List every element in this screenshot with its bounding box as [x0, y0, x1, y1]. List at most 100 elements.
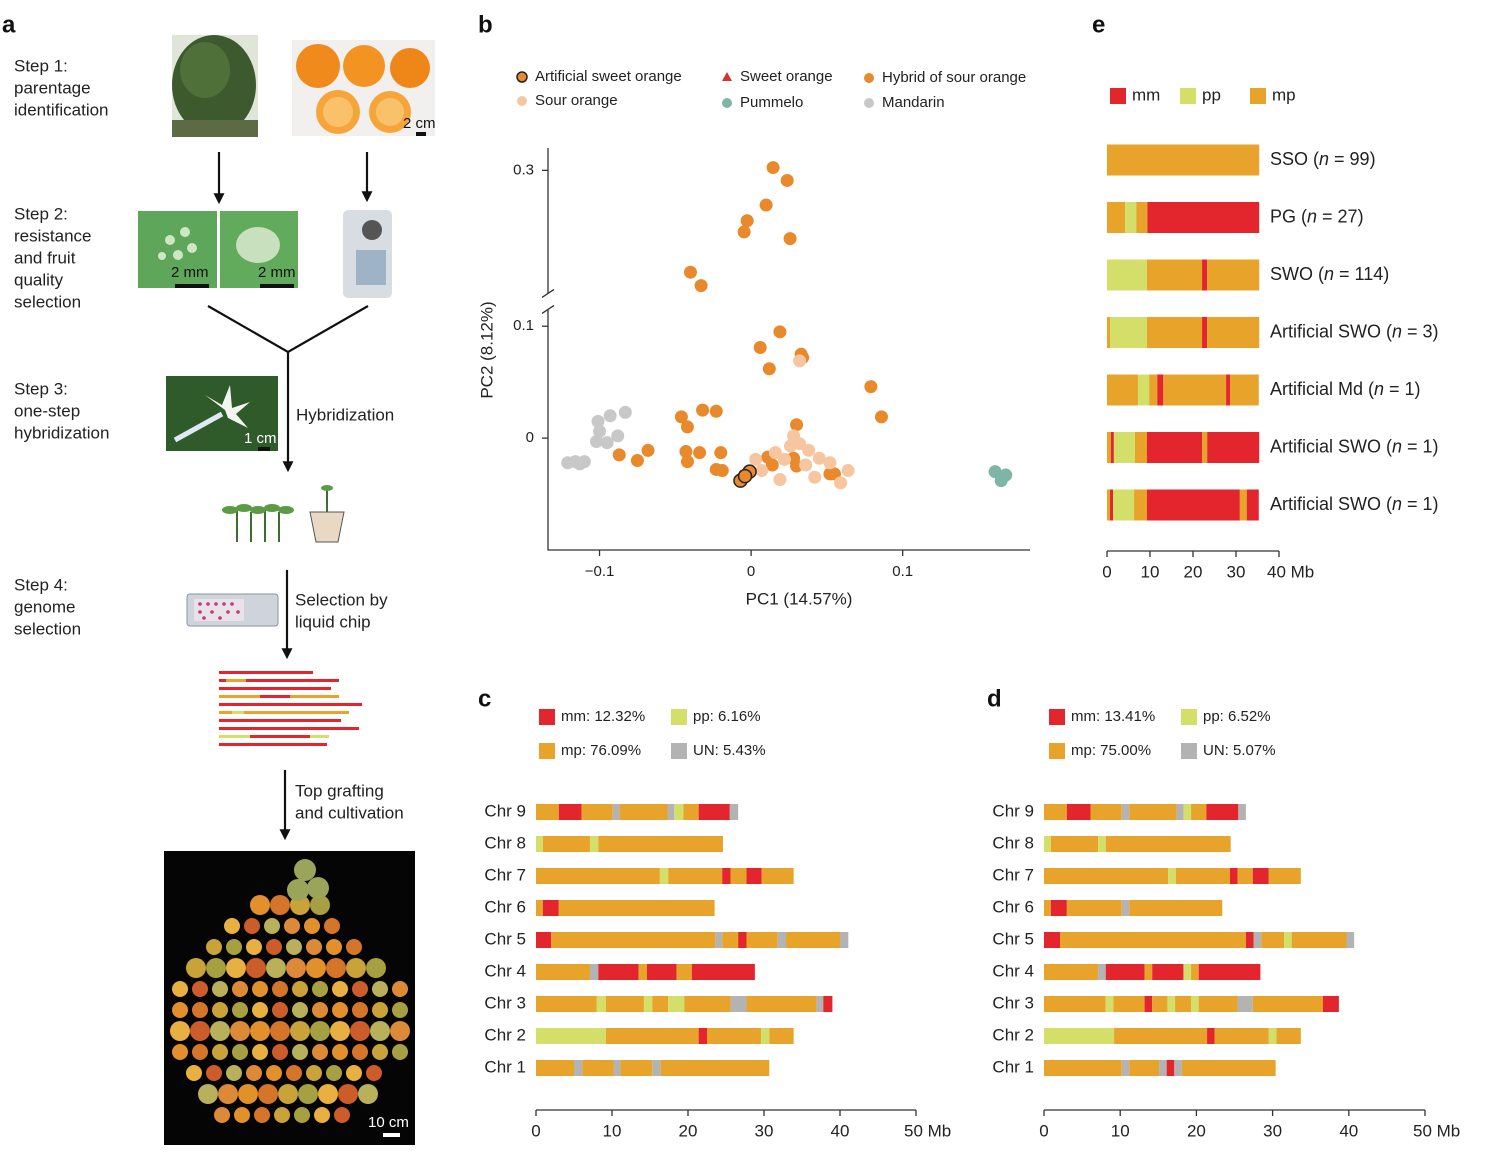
segment	[1238, 804, 1246, 820]
segment	[558, 900, 715, 916]
segment	[536, 964, 590, 980]
segment	[536, 996, 597, 1012]
segment	[646, 964, 677, 980]
fruit	[212, 1044, 228, 1060]
legend-swatch	[1181, 709, 1197, 725]
label-part: n	[1392, 321, 1402, 341]
legend-marker	[864, 98, 874, 108]
segment	[1167, 996, 1176, 1012]
row-label: Artificial SWO (n = 1)	[1270, 436, 1439, 456]
scatter-point	[777, 452, 791, 466]
segment	[1044, 1028, 1115, 1044]
panel-letter: a	[2, 11, 16, 38]
scatter-point	[611, 429, 625, 443]
scatter-point	[766, 161, 780, 175]
segment	[1229, 374, 1259, 406]
legend-swatch	[671, 709, 687, 725]
scatter-point	[799, 458, 813, 472]
arrow-label: Top grafting	[295, 781, 384, 800]
y-axis-label: PC2 (8.12%)	[477, 301, 496, 398]
fruit	[290, 1021, 310, 1041]
segment	[698, 804, 730, 820]
segment	[1134, 432, 1147, 463]
label-part: n	[1392, 436, 1402, 456]
segment	[1183, 964, 1192, 980]
step-text: hybridization	[14, 423, 109, 442]
x-tick-label: 20	[679, 1121, 698, 1140]
segment	[1198, 964, 1261, 980]
segment	[1121, 900, 1130, 916]
label-part: = 27)	[1317, 206, 1364, 226]
segment	[722, 932, 739, 948]
x-tick-label: 20	[1187, 1121, 1206, 1140]
fruit	[170, 1021, 190, 1041]
segment	[1044, 836, 1051, 852]
segment	[1105, 996, 1114, 1012]
segment	[1207, 432, 1260, 463]
scatter-point	[793, 354, 807, 368]
legend-swatch	[1049, 709, 1065, 725]
scatter-point	[674, 410, 688, 424]
fruit	[206, 1065, 222, 1081]
segment	[1146, 489, 1240, 521]
fruit	[274, 1107, 290, 1123]
fruit	[266, 939, 282, 955]
step-text: identification	[14, 100, 109, 119]
segment	[1098, 836, 1106, 852]
segment	[1157, 374, 1164, 406]
orange-photo	[292, 40, 435, 136]
fruit	[252, 1002, 268, 1018]
segment	[605, 1028, 699, 1044]
step-text: Step 4:	[14, 575, 68, 594]
fruit	[252, 981, 268, 997]
segment	[536, 1060, 574, 1076]
scatter-point	[808, 470, 822, 484]
scatter-point	[834, 476, 848, 490]
fruit	[284, 918, 300, 934]
arrow-label: Selection by	[295, 590, 388, 609]
segment	[1090, 804, 1122, 820]
segment	[1191, 804, 1207, 820]
fruit	[186, 1065, 202, 1081]
segment	[676, 964, 692, 980]
scatter-point	[593, 424, 607, 438]
scatter-point	[773, 473, 787, 487]
label-part: = 3)	[1402, 321, 1439, 341]
fruit	[338, 1084, 358, 1104]
fruit	[326, 939, 342, 955]
fruit	[226, 939, 242, 955]
fruit	[332, 981, 348, 997]
scatter-point	[755, 464, 769, 478]
x-tick-label: 20	[1184, 562, 1203, 581]
x-tick-label: 0.1	[892, 563, 913, 580]
scatter-point	[618, 405, 632, 419]
fruit	[192, 981, 208, 997]
segment	[1107, 317, 1111, 348]
segment	[730, 868, 747, 884]
row-label: Chr 6	[992, 897, 1034, 916]
scatter-point	[740, 214, 754, 228]
legend-label: pp: 6.16%	[693, 708, 761, 725]
segment	[1107, 144, 1260, 176]
fruit	[326, 958, 346, 978]
segment	[652, 996, 669, 1012]
fruit	[286, 1065, 302, 1081]
label-part: n	[1392, 494, 1402, 514]
scatter-point	[715, 464, 729, 478]
segment	[1181, 1060, 1276, 1076]
scatter-point	[749, 452, 763, 466]
row-label: Chr 8	[992, 833, 1034, 852]
segment	[1066, 900, 1122, 916]
fruit	[270, 1021, 290, 1041]
fruit	[172, 981, 188, 997]
segment	[1105, 964, 1145, 980]
segment	[1149, 374, 1158, 406]
row-label: Chr 5	[992, 929, 1034, 948]
fruit	[272, 1044, 288, 1060]
scatter-point	[680, 455, 694, 469]
label-part: n	[1319, 149, 1329, 169]
fruit	[172, 1002, 188, 1018]
leaf-photos	[138, 210, 392, 298]
segment	[1176, 804, 1184, 820]
